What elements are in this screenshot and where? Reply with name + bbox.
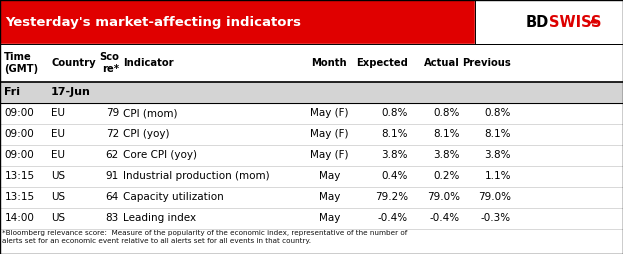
Text: US: US bbox=[51, 193, 65, 202]
Bar bbox=[0, 82, 623, 103]
Text: 13:15: 13:15 bbox=[4, 193, 34, 202]
Text: 17-Jun: 17-Jun bbox=[51, 87, 91, 98]
Text: 3.8%: 3.8% bbox=[433, 150, 460, 161]
Bar bbox=[0, 229, 623, 254]
Text: 09:00: 09:00 bbox=[4, 108, 34, 118]
Bar bbox=[0, 124, 623, 145]
Text: Fri: Fri bbox=[4, 87, 21, 98]
Text: 8.1%: 8.1% bbox=[484, 130, 511, 139]
Text: Expected: Expected bbox=[356, 58, 408, 68]
Text: Indicator: Indicator bbox=[123, 58, 174, 68]
Text: US: US bbox=[51, 171, 65, 181]
Text: May (F): May (F) bbox=[310, 130, 348, 139]
Text: Previous: Previous bbox=[462, 58, 511, 68]
Text: 09:00: 09:00 bbox=[4, 130, 34, 139]
Text: CPI (mom): CPI (mom) bbox=[123, 108, 178, 118]
Text: 0.8%: 0.8% bbox=[382, 108, 408, 118]
Text: EU: EU bbox=[51, 150, 65, 161]
Bar bbox=[0, 145, 623, 166]
Text: EU: EU bbox=[51, 130, 65, 139]
Bar bbox=[0, 0, 475, 44]
Text: Capacity utilization: Capacity utilization bbox=[123, 193, 224, 202]
Text: Month: Month bbox=[312, 58, 347, 68]
Bar bbox=[0, 187, 623, 208]
Text: Yesterday's market-affecting indicators: Yesterday's market-affecting indicators bbox=[5, 15, 301, 28]
Text: Country: Country bbox=[51, 58, 96, 68]
Text: 79: 79 bbox=[106, 108, 119, 118]
Text: -0.4%: -0.4% bbox=[430, 213, 460, 224]
Text: May: May bbox=[318, 213, 340, 224]
Text: *Bloomberg relevance score:  Measure of the popularity of the economic index, re: *Bloomberg relevance score: Measure of t… bbox=[2, 230, 407, 244]
Text: Industrial production (mom): Industrial production (mom) bbox=[123, 171, 270, 181]
Text: 13:15: 13:15 bbox=[4, 171, 34, 181]
Text: 0.8%: 0.8% bbox=[485, 108, 511, 118]
Text: US: US bbox=[51, 213, 65, 224]
Text: 3.8%: 3.8% bbox=[381, 150, 408, 161]
Bar bbox=[0, 166, 623, 187]
Text: 91: 91 bbox=[106, 171, 119, 181]
Text: 8.1%: 8.1% bbox=[381, 130, 408, 139]
Text: May: May bbox=[318, 193, 340, 202]
Text: 1.1%: 1.1% bbox=[484, 171, 511, 181]
Text: 79.0%: 79.0% bbox=[478, 193, 511, 202]
Text: Actual: Actual bbox=[424, 58, 460, 68]
Bar bbox=[0, 208, 623, 229]
Bar bbox=[0, 44, 623, 82]
Text: 14:00: 14:00 bbox=[4, 213, 34, 224]
Text: 09:00: 09:00 bbox=[4, 150, 34, 161]
Text: 64: 64 bbox=[106, 193, 119, 202]
Text: 8.1%: 8.1% bbox=[433, 130, 460, 139]
Text: Time
(GMT): Time (GMT) bbox=[4, 52, 39, 74]
Text: 72: 72 bbox=[106, 130, 119, 139]
Text: 0.2%: 0.2% bbox=[434, 171, 460, 181]
Text: -0.4%: -0.4% bbox=[378, 213, 408, 224]
Text: May (F): May (F) bbox=[310, 108, 348, 118]
Text: May: May bbox=[318, 171, 340, 181]
Text: 0.4%: 0.4% bbox=[382, 171, 408, 181]
Text: Sco
re*: Sco re* bbox=[99, 52, 119, 74]
Text: SWISS: SWISS bbox=[549, 14, 602, 29]
Text: Core CPI (yoy): Core CPI (yoy) bbox=[123, 150, 197, 161]
Text: 79.0%: 79.0% bbox=[427, 193, 460, 202]
Text: 79.2%: 79.2% bbox=[375, 193, 408, 202]
Text: 62: 62 bbox=[106, 150, 119, 161]
Text: 83: 83 bbox=[106, 213, 119, 224]
Text: May (F): May (F) bbox=[310, 150, 348, 161]
Text: 0.8%: 0.8% bbox=[434, 108, 460, 118]
Text: BD: BD bbox=[526, 14, 549, 29]
Text: 3.8%: 3.8% bbox=[484, 150, 511, 161]
Text: -0.3%: -0.3% bbox=[481, 213, 511, 224]
Text: Leading index: Leading index bbox=[123, 213, 196, 224]
Text: ▶: ▶ bbox=[588, 15, 600, 27]
Text: CPI (yoy): CPI (yoy) bbox=[123, 130, 170, 139]
Bar bbox=[0, 103, 623, 124]
Text: EU: EU bbox=[51, 108, 65, 118]
Bar bbox=[475, 0, 623, 44]
